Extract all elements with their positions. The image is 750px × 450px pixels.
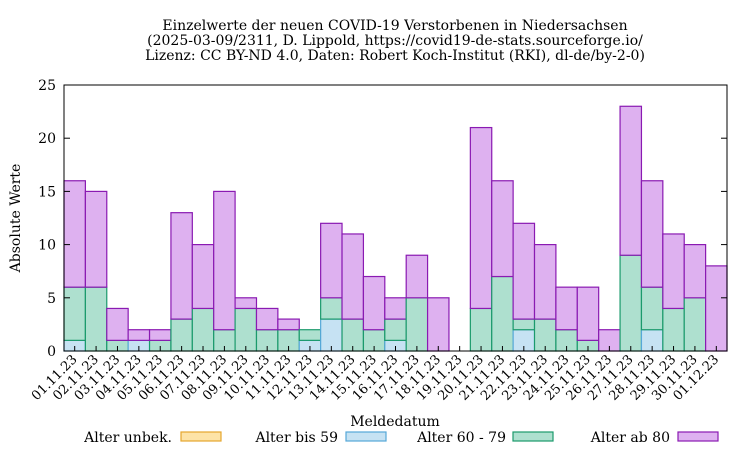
x-axis: 01.11.2302.11.2303.11.2304.11.2305.11.23… — [29, 346, 722, 404]
y-tick-label: 5 — [47, 291, 56, 307]
bar-segment — [234, 297, 258, 310]
legend-label: Alter 60 - 79 — [416, 430, 506, 446]
bar-segment — [662, 307, 685, 352]
legend-label: Alter bis 59 — [254, 430, 338, 446]
bar-segment — [640, 180, 664, 288]
y-axis-label: Absolute Werte — [8, 164, 24, 274]
bar-segment — [170, 212, 193, 320]
bar-segment — [298, 329, 322, 341]
bar-segment — [384, 318, 407, 341]
y-tick-label: 15 — [38, 184, 56, 200]
bar-segment — [576, 286, 600, 341]
bar-segment — [127, 329, 151, 341]
chart-title: Einzelwerte der neuen COVID-19 Verstorbe… — [145, 18, 645, 64]
y-tick-label: 20 — [38, 131, 56, 147]
bar-segment — [191, 307, 215, 352]
legend: Alter unbek. Alter bis 59 Alter 60 - 79 Alt… — [83, 430, 719, 446]
bar-segment — [234, 307, 258, 352]
bar-segment — [255, 307, 279, 331]
bar-segment — [469, 307, 493, 352]
bar-segment — [405, 254, 429, 299]
x-axis-label: Meldedatum — [350, 414, 440, 430]
bar-segment — [491, 180, 514, 278]
legend-swatch — [180, 431, 222, 442]
bar-segment — [491, 275, 514, 352]
bar-segment — [320, 222, 343, 299]
bar-segment — [705, 265, 728, 352]
legend-label: Alter unbek. — [83, 430, 172, 446]
bar-segment — [405, 297, 429, 352]
legend-swatch — [677, 431, 719, 442]
bar-segment — [469, 126, 493, 310]
bar-segment — [640, 286, 664, 331]
bars — [63, 105, 728, 352]
bar-segment — [683, 297, 707, 352]
bar-segment — [384, 297, 407, 320]
bar-segment — [533, 244, 557, 320]
y-tick-label: 25 — [38, 78, 56, 94]
chart-title-line: (2025-03-09/2311, D. Lippold, https://co… — [147, 33, 643, 49]
bar-segment — [148, 329, 172, 341]
legend-label: Alter ab 80 — [590, 430, 670, 446]
bar-segment — [63, 180, 86, 288]
y-axis: 0 5 10 15 20 25 — [38, 78, 727, 360]
bar-segment — [277, 318, 300, 331]
bar-segment — [662, 233, 685, 310]
chart-title-line: Einzelwerte der neuen COVID-19 Verstorbe… — [162, 18, 627, 34]
bar-segment — [512, 222, 536, 320]
bar-segment — [191, 244, 215, 310]
chart-title-line: Lizenz: CC BY-ND 4.0, Daten: Robert Koch… — [145, 48, 645, 64]
bar-segment — [84, 190, 108, 288]
bar-segment — [213, 190, 236, 331]
bar-segment — [619, 254, 643, 352]
bar-segment — [512, 318, 536, 331]
y-tick-label: 0 — [47, 344, 56, 360]
y-tick-label: 10 — [38, 238, 56, 254]
bar-segment — [683, 244, 707, 299]
bar-segment — [362, 275, 386, 331]
bar-segment — [341, 233, 365, 320]
bar-segment — [84, 286, 108, 352]
bar-segment — [619, 105, 643, 256]
bar-segment — [63, 286, 86, 341]
legend-swatch — [512, 431, 554, 442]
bar-segment — [426, 297, 450, 352]
bar-segment — [320, 297, 343, 320]
bar-segment — [555, 286, 578, 331]
bar-segment — [106, 307, 129, 341]
legend-swatch — [345, 431, 387, 442]
